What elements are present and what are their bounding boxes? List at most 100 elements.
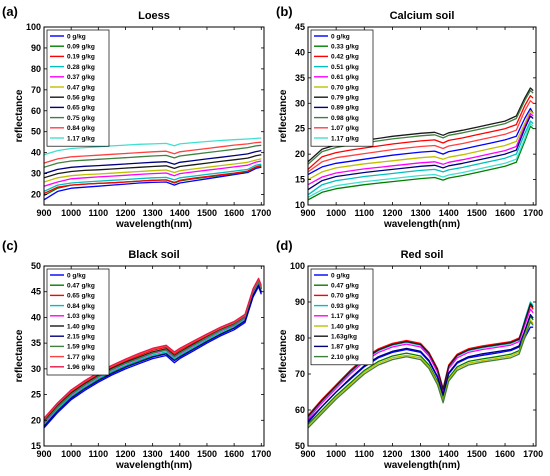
x-tick-label: 1500 bbox=[467, 208, 487, 218]
legend-box bbox=[46, 29, 110, 147]
x-tick-label: 1700 bbox=[523, 449, 543, 459]
y-tick-label: 45 bbox=[295, 22, 305, 32]
y-tick-label: 80 bbox=[295, 333, 305, 343]
legend-entry: 0.79 g/kg bbox=[331, 95, 359, 102]
series-line-2 bbox=[308, 125, 534, 201]
series-line-9 bbox=[44, 278, 262, 420]
y-tick-label: 10 bbox=[295, 200, 305, 210]
legend-entry: 0.93 g/kg bbox=[331, 303, 359, 310]
legend-entry: 0.70 g/kg bbox=[331, 293, 359, 300]
legend-entry: 0.98 g/kg bbox=[331, 115, 359, 122]
x-axis-label: wavelength(nm) bbox=[115, 219, 192, 230]
series-line-7 bbox=[44, 284, 262, 427]
y-tick-label: 30 bbox=[31, 169, 41, 179]
legend-entry: 0.56 g/kg bbox=[67, 95, 95, 102]
series-line-9 bbox=[308, 321, 534, 429]
legend-entry: 0.47 g/kg bbox=[331, 283, 359, 290]
y-tick-label: 40 bbox=[295, 47, 305, 57]
x-tick-label: 1700 bbox=[251, 208, 271, 218]
legend-entry: 0.75 g/kg bbox=[67, 115, 95, 122]
y-tick-label: 40 bbox=[31, 148, 41, 158]
x-tick-label: 1000 bbox=[326, 449, 346, 459]
legend-entry: 1.96 g/kg bbox=[67, 364, 95, 371]
x-tick-label: 1400 bbox=[439, 449, 459, 459]
y-tick-label: 15 bbox=[295, 175, 305, 185]
y-tick-label: 70 bbox=[31, 85, 41, 95]
x-tick-label: 1300 bbox=[143, 449, 163, 459]
x-tick-label: 1100 bbox=[89, 208, 109, 218]
y-tick-label: 35 bbox=[31, 338, 41, 348]
x-tick-label: 1200 bbox=[115, 449, 135, 459]
y-tick-label: 60 bbox=[295, 405, 305, 415]
y-tick-label: 50 bbox=[31, 127, 41, 137]
y-tick-label: 20 bbox=[31, 190, 41, 200]
legend-entry: 0 g/kg bbox=[331, 272, 350, 279]
series-line-4 bbox=[44, 163, 262, 192]
legend-entry: 1.77 g/kg bbox=[67, 354, 95, 361]
y-tick-label: 90 bbox=[295, 297, 305, 307]
series-line-5 bbox=[308, 112, 534, 186]
legend-entry: 2.10 g/kg bbox=[331, 354, 359, 361]
panel-label: (a) bbox=[2, 4, 18, 19]
chart-title: Black soil bbox=[128, 249, 179, 261]
series-line-5 bbox=[308, 308, 534, 420]
legend-entry: 0.51 g/kg bbox=[331, 64, 359, 71]
legend-entry: 1.17 g/kg bbox=[67, 135, 95, 142]
series-line-6 bbox=[308, 110, 534, 181]
x-tick-label: 1300 bbox=[411, 208, 431, 218]
y-tick-label: 40 bbox=[31, 312, 41, 322]
x-tick-label: 1400 bbox=[170, 208, 190, 218]
x-tick-label: 1100 bbox=[355, 208, 375, 218]
series-line-1 bbox=[44, 166, 262, 201]
series-line-7 bbox=[44, 154, 262, 179]
series-line-3 bbox=[44, 164, 262, 195]
chart-title: Red soil bbox=[401, 249, 444, 261]
y-axis-label: reflectance bbox=[278, 89, 289, 142]
series-line-1 bbox=[308, 107, 534, 176]
legend-entry: 1.40 g/kg bbox=[331, 323, 359, 330]
legend-entry: 1.87 g/kg bbox=[331, 344, 359, 351]
legend-entry: 0.33 g/kg bbox=[331, 44, 359, 51]
x-tick-label: 1400 bbox=[439, 208, 459, 218]
panel-label: (d) bbox=[276, 238, 293, 253]
x-tick-label: 1100 bbox=[89, 449, 109, 459]
legend-box bbox=[46, 268, 110, 376]
panel-3: (c) Black soil 900 1000 1100 1200 1300 1400 1500… bbox=[2, 238, 271, 471]
series-line-8 bbox=[308, 313, 534, 424]
legend-entry: 0.89 g/kg bbox=[331, 105, 359, 112]
legend-entry: 0.84 g/kg bbox=[67, 303, 95, 310]
legend-entry: 1.63g/kg bbox=[331, 334, 357, 341]
y-tick-label: 25 bbox=[295, 124, 305, 134]
y-tick-label: 30 bbox=[31, 364, 41, 374]
x-axis-label: wavelength(nm) bbox=[115, 460, 192, 471]
legend-entry: 0.37 g/kg bbox=[67, 74, 95, 81]
x-tick-label: 1500 bbox=[197, 208, 217, 218]
x-tick-label: 1500 bbox=[467, 449, 487, 459]
series-line-5 bbox=[44, 160, 262, 187]
x-tick-label: 1200 bbox=[115, 208, 135, 218]
legend-entry: 0.65 g/kg bbox=[67, 293, 95, 300]
x-tick-label: 1500 bbox=[197, 449, 217, 459]
chart-title: Calcium soil bbox=[390, 10, 455, 22]
series-line-10 bbox=[44, 141, 262, 164]
plot-frame bbox=[43, 26, 265, 206]
legend-entry: 1.17 g/kg bbox=[331, 313, 359, 320]
y-tick-label: 90 bbox=[31, 43, 41, 53]
series-line-8 bbox=[44, 280, 262, 423]
x-tick-label: 1600 bbox=[224, 208, 244, 218]
y-tick-label: 35 bbox=[295, 73, 305, 83]
series-line-11 bbox=[308, 122, 534, 198]
x-tick-label: 1200 bbox=[382, 208, 402, 218]
series-line-8 bbox=[44, 149, 262, 175]
series-line-1 bbox=[44, 285, 262, 429]
x-tick-label: 1300 bbox=[143, 208, 163, 218]
series-line-10 bbox=[308, 100, 534, 173]
series-line-10 bbox=[44, 277, 262, 419]
y-tick-label: 20 bbox=[295, 149, 305, 159]
x-tick-label: 1400 bbox=[170, 449, 190, 459]
panel-2: (b) Calcium soil 900 1000 1100 1200 1300 1400 15… bbox=[276, 4, 543, 230]
legend-entry: 1.07 g/kg bbox=[331, 125, 359, 132]
series-group bbox=[44, 137, 262, 201]
series-line-8 bbox=[308, 115, 534, 191]
y-tick-label: 45 bbox=[31, 287, 41, 297]
